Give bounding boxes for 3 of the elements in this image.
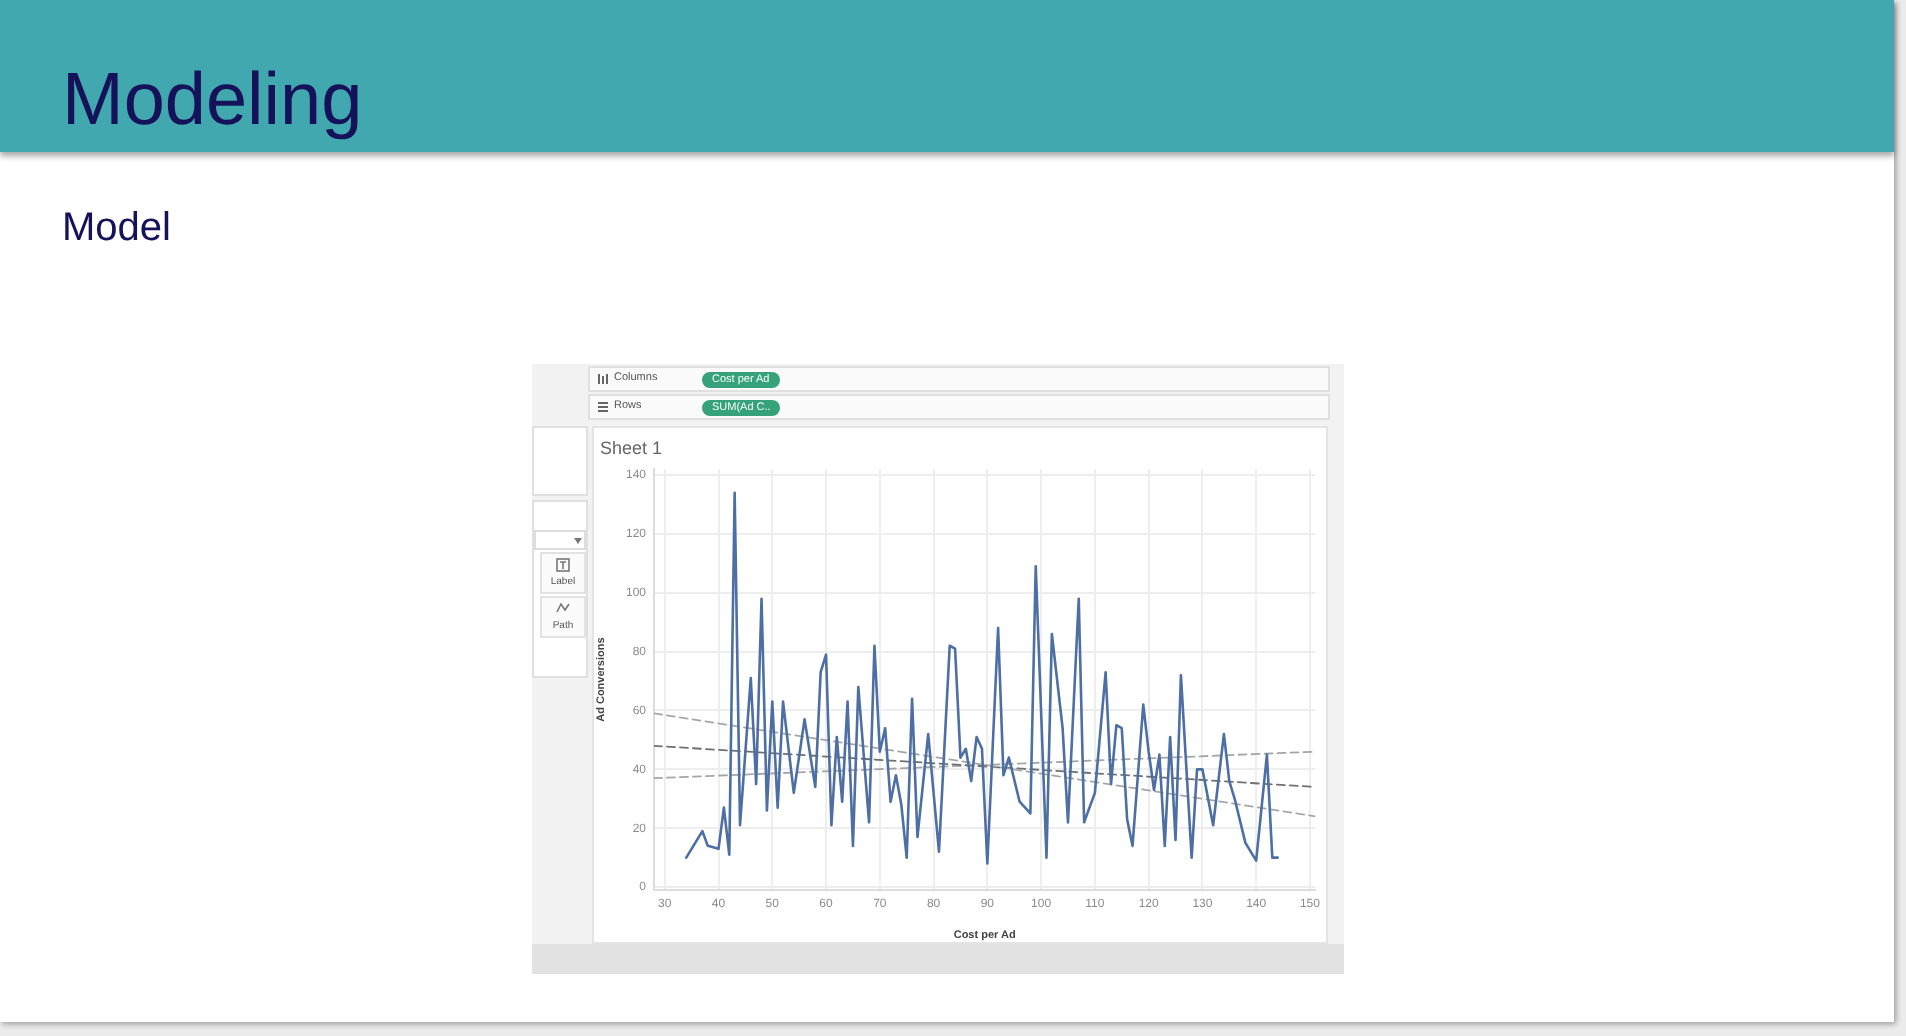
text: Model bbox=[62, 206, 171, 250]
text: Sheet 1 bbox=[600, 438, 663, 458]
chart-title: Modeling bbox=[62, 58, 363, 140]
